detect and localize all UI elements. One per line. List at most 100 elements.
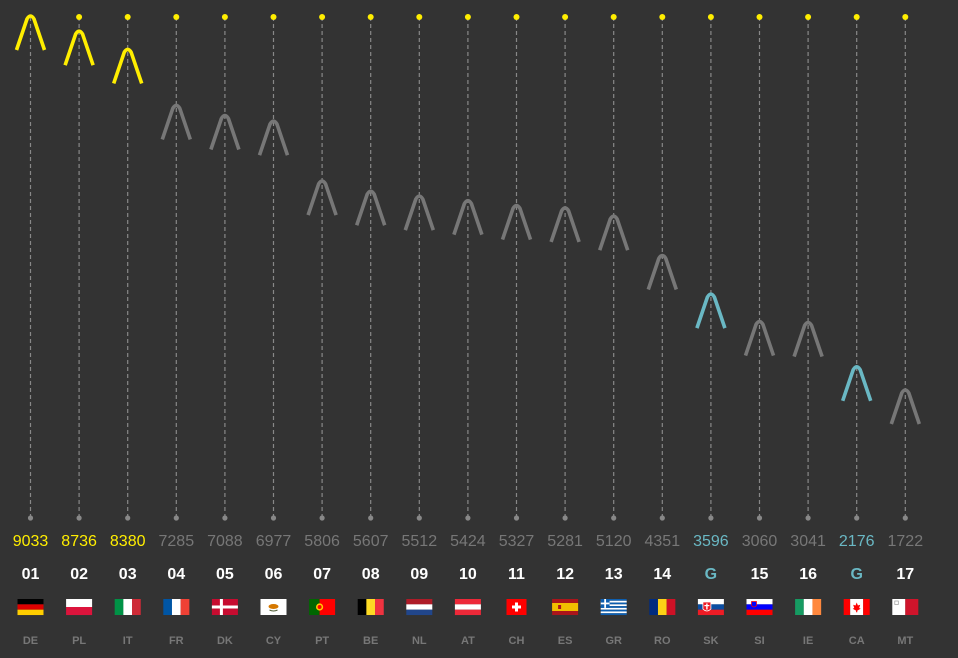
code-label-pl: PL (72, 635, 86, 647)
flag-nl-icon (406, 599, 433, 616)
rank-label-at: 10 (459, 566, 477, 583)
flag-fr-icon (163, 599, 190, 615)
flag-es-icon (552, 599, 579, 615)
top-dot-gr (610, 14, 617, 20)
top-dot-ch (513, 14, 520, 20)
bottom-dot-mt (902, 515, 908, 521)
value-label-pl: 8736 (61, 533, 97, 550)
flags (17, 599, 919, 616)
code-label-es: ES (558, 635, 573, 647)
value-label-it: 8380 (110, 533, 146, 550)
top-dot-sk (707, 14, 714, 20)
bottom-dot-be (368, 515, 374, 521)
rank-label-nl: 09 (410, 566, 428, 583)
flag-cy-icon (260, 599, 287, 615)
value-label-dk: 7088 (207, 533, 243, 550)
marker-ch (500, 203, 533, 241)
bottom-dot-de (27, 515, 34, 521)
bottom-dot-at (465, 515, 471, 521)
value-label-fr: 7285 (159, 533, 195, 550)
value-labels: 9033 8736 8380 7285 7088 6977 5806 5607 5512 5424… (13, 533, 923, 550)
value-label-ca: 2176 (839, 533, 875, 550)
marker-nl (403, 194, 436, 231)
country-code-labels: DE PL IT FR DK CY PT BE NL AT CH ES GR RO SK SI IE CA MT (23, 635, 914, 647)
marker-de (14, 14, 47, 51)
bottom-dot-nl (416, 515, 422, 521)
rank-label-si: 15 (751, 566, 769, 583)
rank-label-sk: G (705, 566, 717, 583)
flag-si-icon (746, 599, 773, 616)
bottom-dot-si (756, 515, 763, 521)
rank-label-es: 12 (556, 566, 574, 583)
flag-ca-icon (843, 599, 870, 615)
top-dot-ro (659, 14, 666, 20)
rank-labels: 01 02 03 04 05 06 07 08 09 10 11 12 13 14 G 15 16 G 17 (22, 566, 915, 583)
top-dot-at (464, 14, 471, 20)
flag-be-icon (357, 599, 384, 615)
marker-at (452, 198, 484, 236)
top-dot-pl (76, 14, 83, 20)
rank-label-ro: 14 (653, 566, 671, 583)
rank-label-gr: 13 (605, 566, 623, 583)
marker-mt (889, 388, 922, 425)
bottom-dot-gr (611, 515, 617, 521)
top-dot-cy (270, 14, 277, 20)
top-dot-pt (319, 14, 326, 20)
code-label-pt: PT (315, 635, 329, 647)
marker-ie (792, 320, 824, 358)
top-dot-dk (221, 14, 228, 20)
rank-label-ie: 16 (799, 566, 817, 583)
bottom-dot-it (125, 515, 131, 521)
marker-dk (209, 113, 241, 151)
code-label-it: IT (123, 635, 133, 647)
code-label-ch: CH (509, 635, 525, 647)
bottom-dot-ie (805, 515, 811, 521)
rank-label-pt: 07 (313, 566, 331, 583)
value-label-gr: 5120 (596, 533, 632, 550)
bottom-dot-ca (854, 515, 860, 521)
rank-label-ch: 11 (508, 566, 525, 583)
flag-it-icon (114, 599, 141, 615)
bottom-dot-dk (222, 515, 228, 521)
top-dot-nl (416, 14, 423, 20)
value-label-de: 9033 (13, 533, 49, 550)
value-label-si: 3060 (742, 533, 778, 550)
marker-pl (63, 29, 95, 66)
rank-label-de: 01 (22, 566, 40, 583)
value-label-ro: 4351 (645, 533, 681, 550)
flag-dk-icon (211, 599, 238, 615)
top-dot-fr (173, 14, 180, 20)
top-dot-mt (902, 14, 909, 20)
flag-ro-icon (649, 599, 676, 615)
flag-pt-icon (309, 599, 336, 615)
code-label-ca: CA (849, 635, 865, 647)
value-label-be: 5607 (353, 533, 389, 550)
flag-de-icon (17, 599, 44, 616)
top-dot-si (756, 14, 763, 20)
flag-sk-icon (697, 599, 724, 616)
code-label-at: AT (461, 635, 475, 647)
marker-cy (257, 119, 290, 156)
rank-label-fr: 04 (167, 566, 185, 583)
marker-fr (160, 103, 193, 140)
rank-label-mt: 17 (896, 566, 914, 583)
flag-ie-icon (795, 599, 822, 615)
bottom-dot-ch (513, 515, 520, 521)
code-label-be: BE (363, 635, 378, 647)
code-label-dk: DK (217, 635, 233, 647)
rank-label-dk: 05 (216, 566, 234, 583)
bottom-dot-pl (76, 515, 82, 521)
bottom-dot-pt (319, 515, 325, 521)
marker-si (743, 319, 776, 357)
top-dot-ca (853, 14, 860, 20)
code-label-ie: IE (803, 635, 813, 647)
value-label-es: 5281 (547, 533, 583, 550)
marker-it (111, 47, 144, 84)
data-markers (14, 14, 922, 425)
code-label-cy: CY (266, 635, 282, 647)
top-dot-ie (805, 14, 812, 20)
code-label-gr: GR (605, 635, 622, 647)
marker-es (549, 206, 581, 243)
value-label-ie: 3041 (790, 533, 826, 550)
rank-label-be: 08 (362, 566, 380, 583)
